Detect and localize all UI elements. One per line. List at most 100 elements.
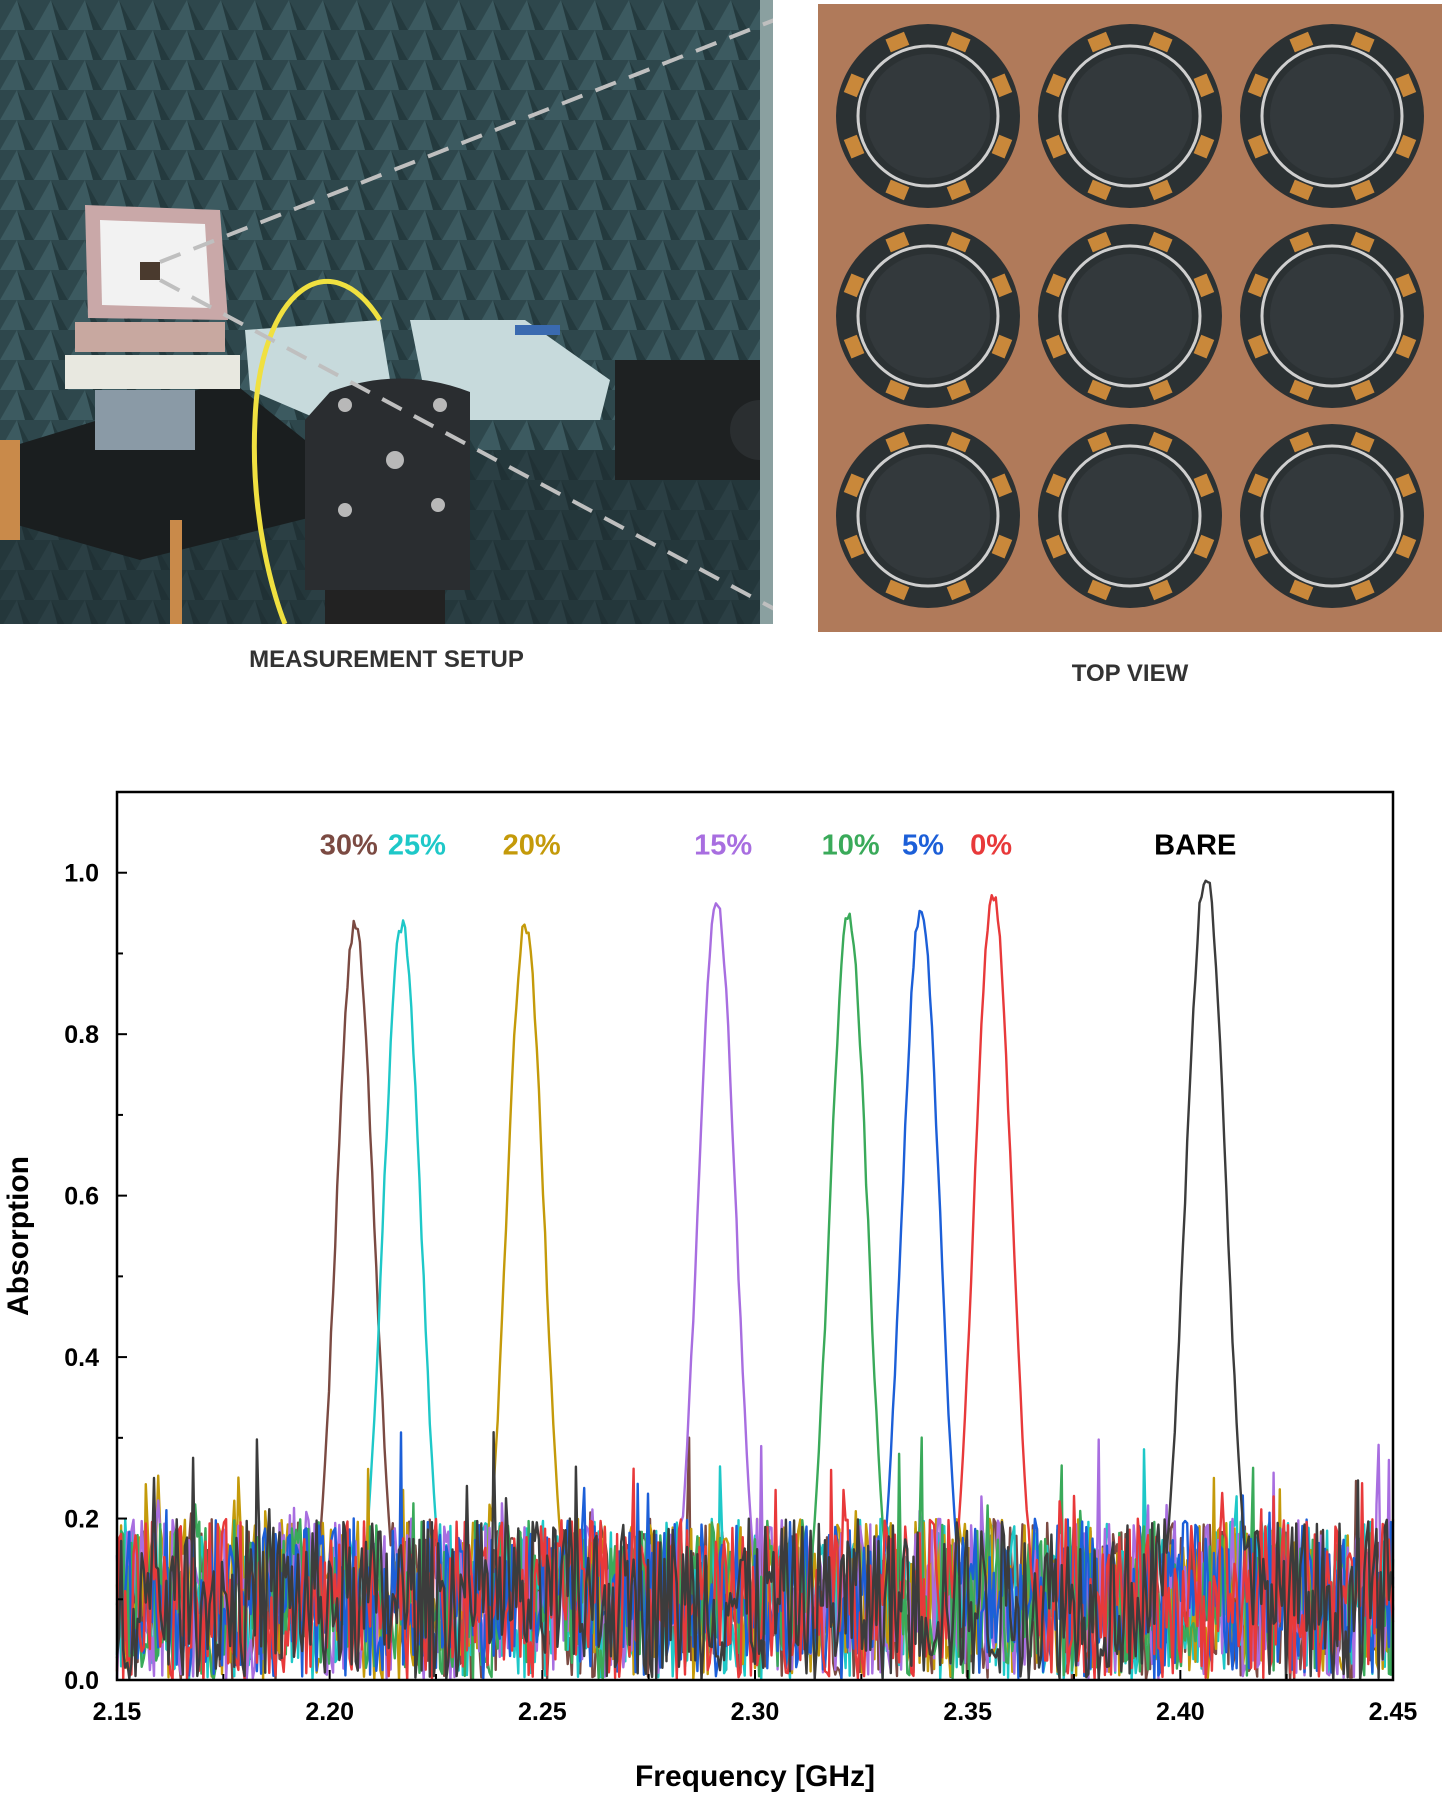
absorption-chart: 2.15 2.20 2.25 2.30 2.35 2.40 2.45 0.0 0.2 0.4 0.6…	[2, 790, 1417, 1793]
x-tick-label: 2.45	[1369, 1698, 1418, 1726]
inductor-coil	[1045, 534, 1067, 559]
inductor-coil	[1045, 473, 1067, 498]
inductor-coil	[1289, 431, 1314, 453]
peak-label: 0%	[970, 829, 1012, 861]
peak-label: 10%	[822, 829, 880, 861]
inductor-coil	[1247, 134, 1269, 159]
x-tick-label: 2.30	[731, 1698, 780, 1726]
y-tick-label: 1.0	[64, 860, 99, 888]
inductor-coil	[1289, 379, 1314, 401]
y-tick-label: 0.0	[64, 1667, 99, 1695]
inductor-coil	[1350, 231, 1375, 253]
y-tick-label: 0.2	[64, 1506, 99, 1534]
inductor-coil	[1289, 179, 1314, 201]
inductor-coil	[1289, 31, 1314, 53]
inductor-coil	[1045, 273, 1067, 298]
inductor-coil	[946, 379, 971, 401]
inductor-coil	[1193, 334, 1215, 359]
inductor-coil	[1350, 431, 1375, 453]
inductor-coil	[1193, 273, 1215, 298]
inductor-coil	[1148, 579, 1173, 601]
inductor-coil	[1087, 579, 1112, 601]
measurement-setup-photo	[0, 0, 773, 624]
inductor-coil	[1087, 31, 1112, 53]
inductor-coil	[885, 179, 910, 201]
peak-label: BARE	[1154, 829, 1236, 861]
x-tick-label: 2.15	[93, 1698, 142, 1726]
peak-label: 20%	[503, 829, 561, 861]
inductor-coil	[843, 534, 865, 559]
inductor-coil	[1247, 534, 1269, 559]
inductor-coil	[991, 134, 1013, 159]
inductor-coil	[1395, 273, 1417, 298]
peak-labels: 30% 25% 20% 15% 10% 5% 0% BARE	[320, 829, 1237, 861]
inductor-coil	[843, 473, 865, 498]
top-view-caption: TOP VIEW	[1071, 660, 1189, 687]
series-line-bare	[115, 879, 1395, 1681]
inductor-coil	[1193, 473, 1215, 498]
inductor-coil	[991, 273, 1013, 298]
inductor-coil	[1148, 379, 1173, 401]
inductor-coil	[991, 73, 1013, 98]
unit-cell	[1038, 224, 1222, 408]
inductor-coil	[991, 473, 1013, 498]
unit-cell	[1038, 424, 1222, 608]
inductor-coil	[946, 579, 971, 601]
inductor-coil	[1395, 534, 1417, 559]
inductor-coil	[1289, 231, 1314, 253]
inductor-coil	[1247, 473, 1269, 498]
unit-cell	[836, 24, 1020, 208]
inductor-coil	[1289, 579, 1314, 601]
inductor-coil	[1148, 31, 1173, 53]
inductor-coil	[885, 379, 910, 401]
inductor-coil	[1395, 73, 1417, 98]
unit-cell	[836, 224, 1020, 408]
inductor-coil	[1395, 473, 1417, 498]
inductor-coil	[1350, 31, 1375, 53]
y-axis-title: Absorption	[2, 1156, 35, 1316]
inductor-coil	[843, 334, 865, 359]
top-view-photo	[818, 4, 1442, 632]
y-tick-label: 0.6	[64, 1183, 99, 1211]
inductor-coil	[885, 431, 910, 453]
unit-cell	[1240, 424, 1424, 608]
unit-cell	[1038, 24, 1222, 208]
inductor-coil	[843, 273, 865, 298]
inductor-coil	[843, 73, 865, 98]
y-tick-label: 0.4	[64, 1344, 99, 1372]
peak-label: 5%	[902, 829, 944, 861]
inductor-coil	[1395, 134, 1417, 159]
inductor-coil	[1087, 379, 1112, 401]
inductor-coil	[946, 231, 971, 253]
inductor-coil	[1148, 231, 1173, 253]
x-tick-label: 2.40	[1156, 1698, 1205, 1726]
inductor-coil	[1045, 73, 1067, 98]
x-tick-label: 2.20	[305, 1698, 354, 1726]
peak-label: 30%	[320, 829, 378, 861]
inductor-coil	[1350, 179, 1375, 201]
inductor-coil	[1087, 231, 1112, 253]
peak-label: 15%	[694, 829, 752, 861]
inductor-coil	[1247, 273, 1269, 298]
tick-labels: 2.15 2.20 2.25 2.30 2.35 2.40 2.45 0.0 0.2 0.4 0.6…	[64, 860, 1417, 1726]
inductor-coil	[946, 179, 971, 201]
measurement-setup-caption: MEASUREMENT SETUP	[249, 646, 524, 673]
unit-cell	[836, 424, 1020, 608]
inductor-coil	[1193, 534, 1215, 559]
inductor-coil	[991, 534, 1013, 559]
inductor-coil	[1087, 431, 1112, 453]
axis-ticks	[116, 871, 1394, 1681]
inductor-coil	[885, 579, 910, 601]
plot-area	[115, 879, 1395, 1681]
inductor-coil	[946, 431, 971, 453]
inductor-coil	[885, 31, 910, 53]
inductor-coil	[1045, 334, 1067, 359]
inductor-coil	[1148, 431, 1173, 453]
inductor-coil	[1247, 73, 1269, 98]
x-tick-label: 2.35	[943, 1698, 992, 1726]
inductor-coil	[1148, 179, 1173, 201]
unit-cell	[1240, 24, 1424, 208]
inductor-coil	[1045, 134, 1067, 159]
inductor-coil	[991, 334, 1013, 359]
unit-cell	[1240, 224, 1424, 408]
